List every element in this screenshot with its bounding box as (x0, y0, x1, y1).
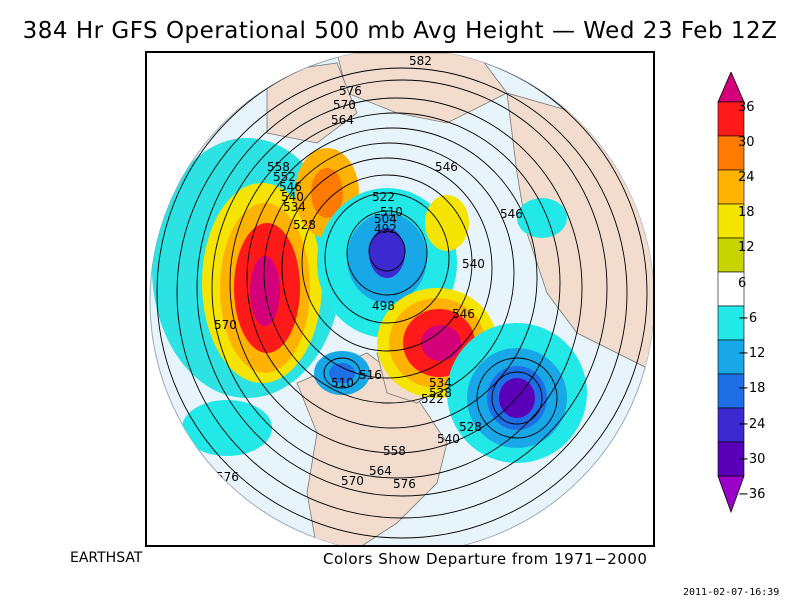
colorbar-segment (717, 203, 745, 239)
contour-label: 522 (421, 392, 444, 406)
contour-label: 504 (374, 212, 397, 226)
contour-label: 516 (359, 368, 382, 382)
contour-label: 534 (283, 200, 306, 214)
contour-label: 570 (341, 474, 364, 488)
contour-label: 528 (459, 420, 482, 434)
map-svg: 582 576 570 564 558 552 546 540 534 528 … (149, 53, 653, 545)
contour-label: 534 (429, 376, 452, 390)
colorbar-label: −12 (738, 346, 766, 361)
contour-label: 498 (372, 299, 395, 313)
anomaly-darkorange-north (311, 168, 343, 218)
colorbar-bottom-arrow (717, 475, 745, 514)
contour-label: 540 (437, 432, 460, 446)
contour-label: 558 (383, 444, 406, 458)
contour-label: 510 (331, 376, 354, 390)
colorbar-label: 36 (738, 100, 755, 115)
colorbar-segment (717, 339, 745, 375)
anomaly-magenta-atlantic (421, 325, 461, 361)
colorbar-label: −6 (738, 311, 758, 326)
colorbar-segment (717, 305, 745, 341)
contour-label: 540 (281, 190, 304, 204)
contour-label: 564 (331, 113, 354, 127)
contour-label: 552 (273, 170, 296, 184)
anomaly-yellow-ne (425, 195, 469, 251)
contour-label: 546 (452, 307, 475, 321)
height-contours (156, 53, 648, 539)
contour-label: 510 (380, 205, 403, 219)
colorbar-label: −36 (738, 487, 766, 502)
colorbar-label: −24 (738, 417, 766, 432)
colorbar-label: 12 (738, 240, 755, 255)
colorbar-label: 30 (738, 135, 755, 150)
contour-label: 528 (293, 218, 316, 232)
hemisphere-map: 582 576 570 564 558 552 546 540 534 528 … (145, 51, 655, 547)
land-arctic-islands (266, 62, 358, 144)
colorbar-label: 6 (738, 276, 747, 291)
colorbar-label: 24 (738, 170, 755, 185)
colorbar-label: −30 (738, 452, 766, 467)
anomaly-colorbar (717, 72, 745, 514)
colorbar-segment (717, 407, 745, 443)
map-title: 384 Hr GFS Operational 500 mb Avg Height… (22, 18, 778, 44)
contour-label: 546 (500, 207, 523, 221)
contour-label: 564 (369, 464, 392, 478)
anomaly-cyan-sw (182, 400, 272, 456)
colorbar-top-arrow (717, 72, 745, 103)
contour-label: 576 (393, 477, 416, 491)
contour-label: 570 (333, 98, 356, 112)
contour-label: 528 (429, 386, 452, 400)
colorbar-label: −18 (738, 381, 766, 396)
anomaly-purple-center (369, 228, 405, 278)
contour-label: 546 (435, 160, 458, 174)
contour-label: 576 (216, 470, 239, 484)
colorbar-segment (717, 441, 745, 477)
anomaly-darkblue-south (329, 363, 355, 383)
contour-label: 558 (267, 160, 290, 174)
anomaly-cyan-east (517, 198, 567, 238)
colorbar-segment (717, 135, 745, 171)
source-label: EARTHSAT (70, 550, 143, 566)
colorbar-segment (717, 101, 745, 137)
timestamp: 2011-02-07-16:39 (683, 587, 780, 598)
contour-label: 522 (372, 190, 395, 204)
contour-label: 546 (279, 180, 302, 194)
contour-label: 540 (462, 257, 485, 271)
departure-note: Colors Show Departure from 1971−2000 (323, 550, 648, 568)
contour-label: 492 (374, 222, 397, 236)
contour-label: 582 (409, 54, 432, 68)
colorbar-label: 18 (738, 205, 755, 220)
contour-label: 576 (339, 84, 362, 98)
contour-label: 570 (214, 318, 237, 332)
